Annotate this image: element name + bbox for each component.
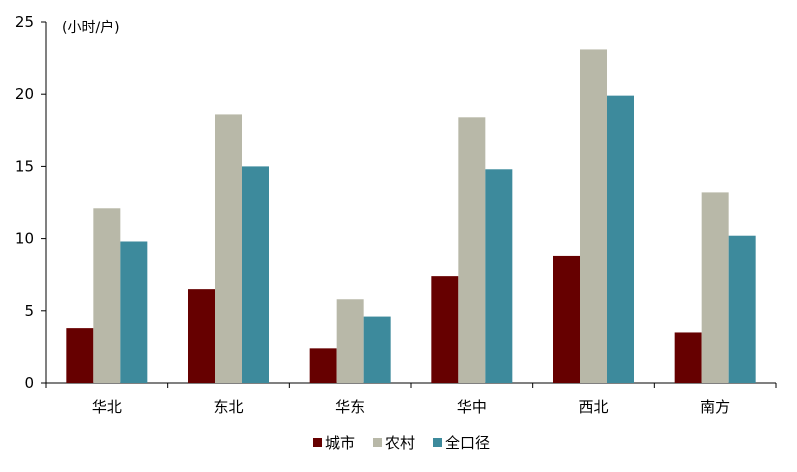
y-axis-unit-label: (小时/户): [62, 19, 120, 36]
y-tick-label: 15: [15, 157, 34, 175]
bar-2: [93, 208, 121, 383]
bar-1: [66, 328, 94, 383]
bar-1: [674, 332, 702, 383]
bar-3: [120, 241, 148, 383]
bar-3: [728, 235, 756, 383]
y-axis-ticks: 0 5 10 15 20 25: [15, 13, 46, 392]
x-category-label: 南方: [700, 398, 730, 416]
y-tick-label: 0: [24, 374, 34, 392]
bar-1: [309, 348, 337, 383]
bar-2: [701, 192, 729, 383]
y-tick-label: 5: [24, 302, 34, 320]
legend-label: 城市: [325, 434, 355, 452]
bar-2: [458, 117, 486, 383]
legend-swatch: [433, 438, 442, 447]
x-category-label: 华中: [457, 398, 487, 416]
legend-label: 农村: [385, 434, 415, 452]
legend: 城市 农村 全口径: [313, 434, 490, 452]
x-category-label: 华北: [92, 398, 122, 416]
bar-3: [242, 166, 269, 383]
legend-label: 全口径: [445, 434, 490, 452]
bar-3: [485, 169, 513, 383]
x-category-label: 西北: [578, 398, 608, 416]
bar-3: [363, 316, 391, 383]
legend-swatch: [373, 438, 382, 447]
bar-3: [607, 95, 634, 384]
bar-2: [580, 49, 607, 383]
legend-swatch: [313, 438, 322, 447]
x-category-label: 华东: [335, 398, 365, 416]
bars-group: [66, 49, 756, 384]
bar-2: [336, 299, 364, 383]
bar-1: [431, 276, 459, 383]
y-tick-label: 20: [15, 85, 34, 103]
x-axis-ticks: 华北 东北 华东 华中 西北 南方: [45, 383, 777, 416]
y-tick-label: 10: [15, 230, 34, 248]
bar-2: [215, 114, 242, 383]
x-category-label: 东北: [213, 398, 243, 416]
bar-1: [188, 289, 215, 383]
y-tick-label: 25: [15, 13, 34, 31]
bar-1: [553, 255, 580, 383]
